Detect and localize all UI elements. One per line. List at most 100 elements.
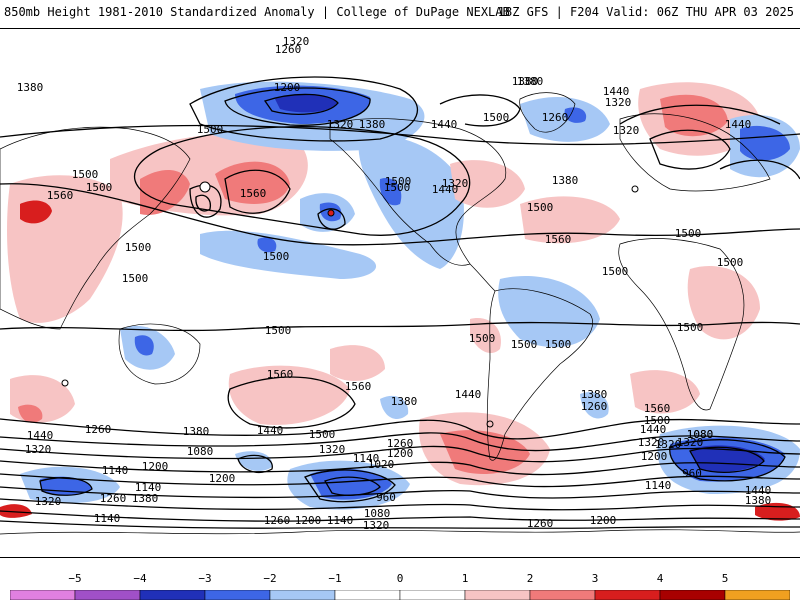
contour-line [0, 445, 800, 463]
anomaly-region [275, 94, 338, 113]
anomaly-region [235, 451, 273, 471]
contour-line [0, 418, 800, 440]
contour-label: 1320 [327, 118, 354, 131]
colorbar-segment [10, 590, 76, 600]
contour-label: 1320 [613, 124, 640, 137]
contour-label: 1320 [605, 96, 632, 109]
contour-label: 1320 [442, 177, 469, 190]
contour-label: 1380 [517, 75, 544, 88]
colorbar-tick-label: −1 [328, 572, 342, 585]
contour-label: 1380 [581, 388, 608, 401]
anomaly-region [520, 96, 610, 142]
contour-label: 1500 [677, 321, 704, 334]
contour-label: 1500 [309, 428, 336, 441]
contour-label: 1140 [353, 452, 380, 465]
contour-label: 1440 [745, 484, 772, 497]
contour-line [0, 183, 800, 246]
contour-line [0, 498, 800, 511]
low-center-marker [199, 181, 211, 193]
low-center-marker [631, 185, 639, 193]
map-title: 850mb Height 1981-2010 Standardized Anom… [4, 5, 510, 19]
contour-label: 1320 [283, 35, 310, 48]
anomaly-region [580, 391, 609, 419]
contour-label: 1440 [455, 388, 482, 401]
anomaly-region [520, 196, 620, 244]
coastline-central-america [469, 263, 496, 292]
contour-line [324, 476, 381, 496]
low-center-marker [61, 379, 69, 387]
colorbar-tick-label: −2 [263, 572, 277, 585]
contour-label: 1500 [511, 338, 538, 351]
contour-line [439, 94, 521, 127]
contour-label: 1500 [483, 111, 510, 124]
height-contours [0, 76, 800, 529]
low-centers [61, 181, 639, 428]
anomaly-region [257, 237, 277, 253]
anomaly-region [498, 275, 600, 348]
contour-label: 1500 [125, 241, 152, 254]
contour-line [317, 208, 346, 230]
contour-label: 1380 [552, 174, 579, 187]
contour-line [649, 129, 731, 170]
contour-label: 1380 [359, 118, 386, 131]
contour-label: 1320 [25, 443, 52, 456]
colorbar-segment [74, 590, 141, 600]
contour-label: 1500 [602, 265, 629, 278]
contour-label: 1260 [264, 514, 291, 527]
contour-label: 1500 [545, 338, 572, 351]
contour-label: 960 [682, 467, 702, 480]
contour-line [619, 104, 781, 125]
contour-label: 1320 [638, 436, 665, 449]
contour-label: 1200 [274, 81, 301, 94]
contour-label: 1260 [275, 43, 302, 56]
contour-label: 1500 [265, 324, 292, 337]
contour-label: 1140 [135, 481, 162, 494]
contour-label: 1080 [364, 507, 391, 520]
contour-line [0, 124, 800, 146]
contour-label: 1320 [319, 443, 346, 456]
colorbar-tick-label: −5 [68, 572, 82, 585]
contour-label: 1440 [431, 118, 458, 131]
contour-label: 1560 [545, 233, 572, 246]
contour-label: 1200 [295, 514, 322, 527]
contour-line [224, 87, 371, 126]
contour-label: 1080 [687, 428, 714, 441]
coastline-south-america [486, 288, 593, 461]
contour-label: 1200 [142, 460, 169, 473]
coastline-africa [618, 238, 745, 411]
anomaly-region [10, 375, 75, 423]
contour-line [224, 169, 291, 214]
contour-label: 1320 [677, 436, 704, 449]
contour-label: 1260 [85, 423, 112, 436]
anomaly-region [140, 169, 190, 215]
contour-label: 1380 [391, 395, 418, 408]
low-center-marker [327, 209, 335, 217]
contour-label: 1260 [527, 517, 554, 530]
contour-label: 1020 [368, 458, 395, 471]
anomaly-region [200, 230, 377, 279]
colorbar-tick-label: 4 [656, 572, 664, 585]
map-frame: 1320 1260 1380 1200 1320 1260 1320 1380 1440 1500… [0, 28, 800, 558]
contour-label: 1440 [603, 85, 630, 98]
contour-line [0, 520, 800, 529]
colorbar-segment [529, 590, 596, 600]
anomaly-region [740, 125, 790, 161]
contour-label: 1500 [717, 256, 744, 269]
contour-line [0, 473, 800, 488]
contour-line [304, 469, 396, 503]
contour-label: 960 [376, 491, 396, 504]
contour-label: 1260 [581, 400, 608, 413]
contour-label: 1320 [655, 438, 682, 451]
contour-label: 1440 [640, 423, 667, 436]
anomaly-region [18, 404, 43, 423]
colorbar-segment [594, 590, 661, 600]
contour-label: 1500 [263, 250, 290, 263]
contour-label: 1560 [267, 368, 294, 381]
coastline-australia [118, 323, 201, 385]
colorbar-tick-label: 5 [721, 572, 729, 585]
contour-label: 1260 [542, 111, 569, 124]
contour-label: 1200 [641, 450, 668, 463]
contour-line [263, 93, 339, 115]
contour-label: 1320 [35, 495, 62, 508]
